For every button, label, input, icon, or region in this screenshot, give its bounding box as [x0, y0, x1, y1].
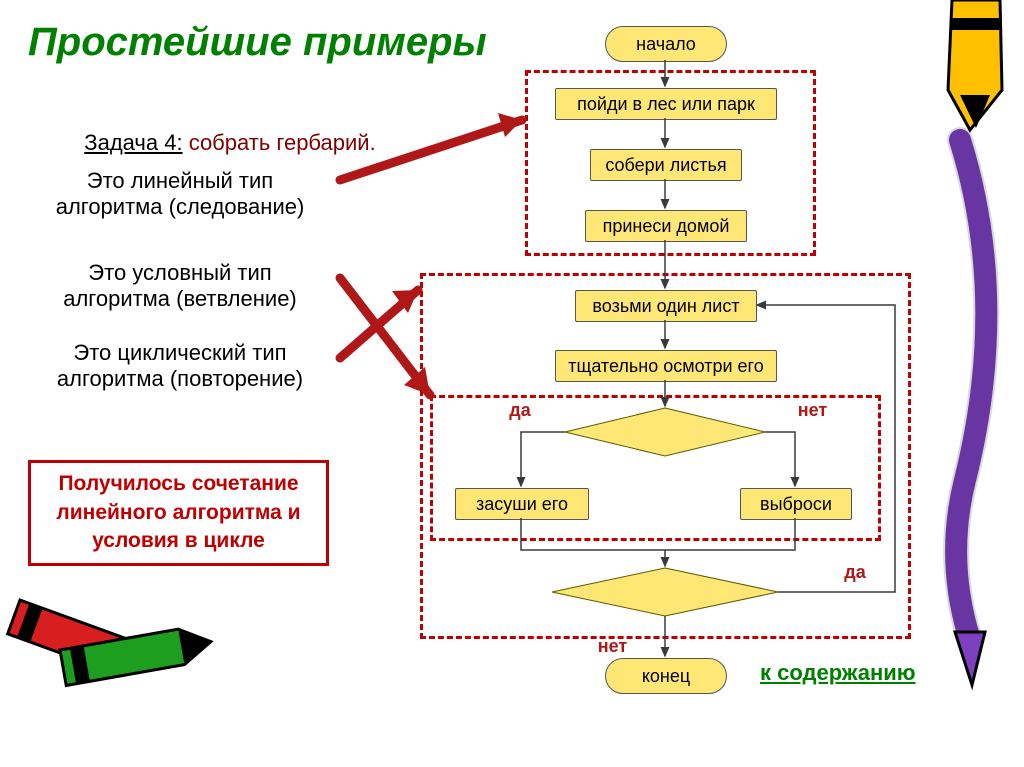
annotation-conditional-l2: алгоритма (ветвление)	[63, 286, 297, 311]
task-label: Задача 4:	[84, 130, 182, 155]
annotation-cyclic-l1: Это циклический тип	[73, 340, 286, 365]
annotation-cyclic: Это циклический тип алгоритма (повторени…	[30, 340, 330, 393]
result-l3: условия в цикле	[92, 529, 265, 552]
result-box: Получилось сочетание линейного алгоритма…	[28, 460, 329, 566]
label-yes1: да	[500, 400, 540, 422]
annotation-linear-l1: Это линейный тип	[87, 168, 273, 193]
page-title: Простейшие примеры	[28, 18, 487, 66]
task-line: Задача 4: собрать гербарий.	[60, 130, 400, 156]
result-l2: линейного алгоритма и	[56, 501, 300, 524]
node-step2: собери листья	[590, 149, 742, 181]
crayon-bottomleft-icon	[8, 600, 161, 685]
label-no2: нет	[590, 636, 635, 658]
node-cond2-label: остались листья	[552, 580, 778, 602]
crayon-right-purple-icon	[955, 140, 986, 685]
node-cond1-label: лист хороший	[565, 419, 765, 441]
annotation-linear-l2: алгоритма (следование)	[56, 194, 305, 219]
node-step1: пойди в лес или парк	[555, 88, 777, 120]
big-arrow-3	[340, 290, 418, 358]
crayon-bottomleft-green-icon	[60, 624, 214, 686]
label-yes2: да	[835, 562, 875, 584]
crayon-topright-icon	[948, 0, 1002, 130]
big-arrow-2	[340, 278, 430, 395]
node-end: конец	[605, 658, 727, 694]
node-step4: возьми один лист	[575, 290, 757, 322]
node-start: начало	[605, 26, 727, 62]
annotation-cyclic-l2: алгоритма (повторение)	[57, 366, 303, 391]
annotation-conditional: Это условный тип алгоритма (ветвление)	[30, 260, 330, 313]
label-no1: нет	[790, 400, 835, 422]
node-act-yes: засуши его	[455, 488, 589, 520]
contents-link[interactable]: к содержанию	[760, 660, 916, 686]
result-l1: Получилось сочетание	[58, 472, 298, 495]
annotation-conditional-l1: Это условный тип	[88, 260, 271, 285]
node-act-no: выброси	[740, 488, 852, 520]
task-desc: собрать гербарий.	[189, 130, 376, 155]
node-step3: принеси домой	[585, 210, 747, 242]
node-step5: тщательно осмотри его	[555, 350, 777, 382]
annotation-linear: Это линейный тип алгоритма (следование)	[30, 168, 330, 221]
